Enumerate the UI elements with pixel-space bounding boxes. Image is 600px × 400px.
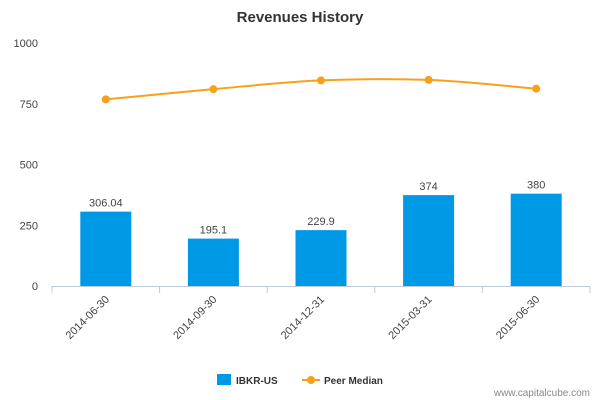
y-tick-label: 500 bbox=[20, 160, 38, 172]
peer-median-line-group bbox=[101, 75, 541, 104]
bar-value-label: 380 bbox=[527, 180, 545, 192]
bar-value-label: 195.1 bbox=[200, 225, 228, 237]
x-axis: 2014-06-30 2014-09-30 2014-12-31 2015-03-31… bbox=[51, 286, 591, 342]
y-axis: 0 250 500 750 1000 bbox=[14, 38, 38, 293]
peer-median-point bbox=[317, 76, 325, 85]
bar bbox=[510, 193, 562, 286]
bar bbox=[403, 195, 455, 286]
legend-swatch-ibkr bbox=[217, 374, 231, 385]
peer-median-point bbox=[532, 84, 541, 93]
bar-value-label: 374 bbox=[419, 181, 437, 193]
watermark: www.capitalcube.com bbox=[493, 388, 590, 399]
y-tick-label: 250 bbox=[20, 220, 38, 232]
bar bbox=[187, 238, 239, 286]
bar bbox=[295, 230, 347, 286]
bar-data-labels: 306.04 195.1 229.9 374 380 bbox=[89, 180, 545, 237]
ibkr-bars bbox=[80, 193, 562, 286]
legend-label-peer: Peer Median bbox=[324, 376, 383, 387]
peer-median-point bbox=[209, 85, 218, 94]
x-tick-label: 2014-12-31 bbox=[279, 294, 327, 342]
legend-label-ibkr: IBKR-US bbox=[236, 376, 278, 387]
legend: IBKR-US Peer Median bbox=[217, 374, 383, 387]
legend-swatch-peer-marker bbox=[307, 376, 315, 384]
chart-title: Revenues History bbox=[237, 9, 364, 26]
x-tick-label: 2014-09-30 bbox=[171, 294, 219, 342]
peer-median-point bbox=[424, 75, 433, 84]
bar bbox=[80, 211, 132, 286]
y-tick-label: 0 bbox=[32, 281, 38, 293]
bar-value-label: 229.9 bbox=[307, 216, 335, 228]
y-tick-label: 750 bbox=[20, 99, 38, 111]
x-tick-label: 2015-06-30 bbox=[494, 294, 542, 342]
x-tick-label: 2014-06-30 bbox=[64, 294, 112, 342]
peer-median-point bbox=[101, 95, 110, 104]
y-tick-label: 1000 bbox=[14, 38, 38, 50]
x-tick-label: 2015-03-31 bbox=[386, 294, 434, 342]
bar-value-label: 306.04 bbox=[89, 198, 123, 210]
